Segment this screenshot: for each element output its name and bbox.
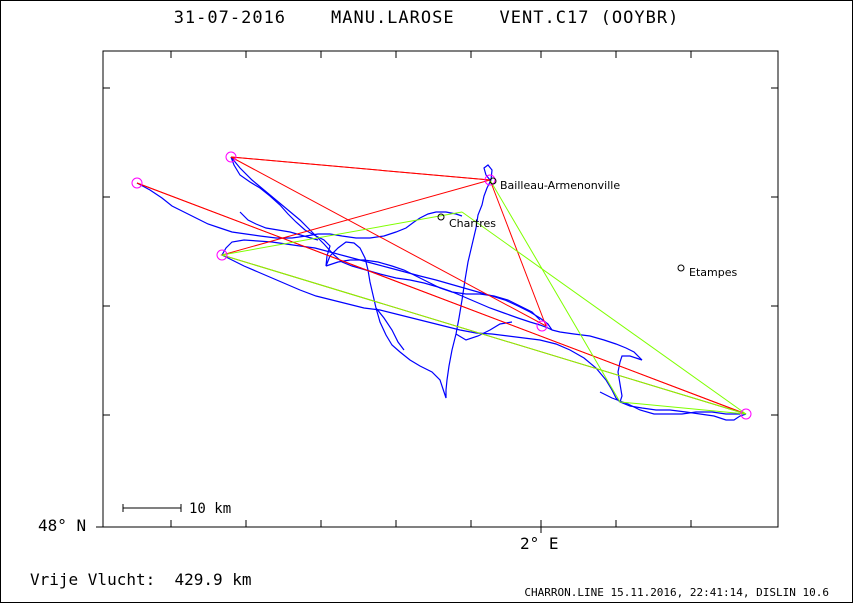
plot-frame xyxy=(102,50,779,528)
credits: CHARRON.LINE 15.11.2016, 22:41:14, DISLI… xyxy=(524,586,829,599)
place-marker-etampes xyxy=(677,264,685,272)
turnpoint-5 xyxy=(536,320,548,332)
place-markers xyxy=(437,177,685,272)
turnpoint-end xyxy=(740,408,752,420)
place-label-bailleau: Bailleau-Armenonville xyxy=(500,179,620,192)
turnpoint-start xyxy=(131,177,143,189)
turnpoint-3 xyxy=(216,249,228,261)
scale-bar-label: 10 km xyxy=(189,501,231,517)
flight-type-label: Vrije Vlucht: xyxy=(30,570,156,589)
place-label-etampes: Etampes xyxy=(689,266,737,279)
flight-summary: Vrije Vlucht: 429.9 km xyxy=(30,570,252,589)
flight-track xyxy=(136,156,747,421)
place-marker-bailleau xyxy=(489,177,497,185)
place-label-chartres: Chartres xyxy=(449,217,496,230)
pilot-name: MANU.LAROSE xyxy=(331,8,455,28)
turnpoints xyxy=(131,151,752,420)
longitude-label: 2° E xyxy=(520,534,559,553)
axis-ticks xyxy=(96,51,778,533)
scale-bar xyxy=(122,504,182,512)
latitude-label: 48° N xyxy=(38,516,87,535)
turnpoint-4 xyxy=(484,174,496,186)
flight-distance: 429.9 km xyxy=(174,570,252,589)
alt-task-lines xyxy=(221,179,747,415)
task-lines xyxy=(136,156,747,415)
place-marker-chartres xyxy=(437,213,445,221)
glider-name: VENT.C17 (OOYBR) xyxy=(499,8,680,28)
flight-date: 31-07-2016 xyxy=(173,8,287,28)
turnpoint-2 xyxy=(225,151,237,163)
map-title: 31-07-2016 MANU.LAROSE VENT.C17 (OOYBR) xyxy=(0,8,853,28)
